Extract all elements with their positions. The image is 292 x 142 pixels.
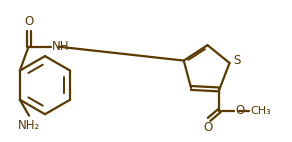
Text: NH₂: NH₂: [18, 119, 40, 131]
Text: O: O: [235, 104, 245, 117]
Text: O: O: [203, 122, 212, 134]
Text: O: O: [24, 15, 33, 28]
Text: NH: NH: [52, 40, 69, 53]
Text: S: S: [233, 54, 240, 67]
Text: CH₃: CH₃: [250, 106, 271, 116]
